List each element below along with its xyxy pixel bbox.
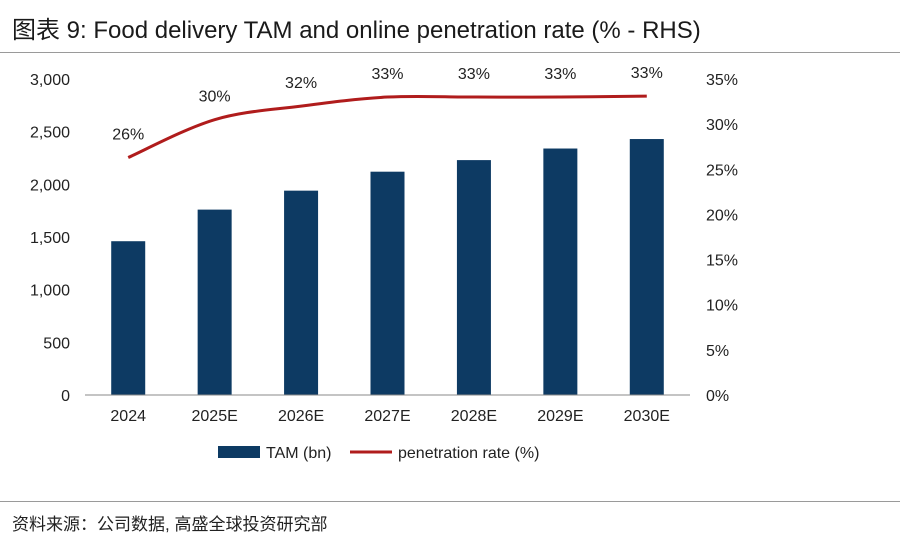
- right-tick-label: 35%: [706, 72, 738, 89]
- x-axis: 2024 2025E 2026E 2027E 2028E 2029E 2030E: [85, 394, 690, 425]
- penetration-data-label: 32%: [285, 75, 317, 92]
- left-tick-label: 1,500: [30, 230, 70, 247]
- tam-bar: [629, 139, 664, 395]
- penetration-data-label: 33%: [458, 66, 490, 83]
- x-tick-label: 2024: [110, 408, 146, 425]
- combo-chart: 0 500 1,000 1,500 2,000 2,500 3,000 0% 5% 10% 15%…: [30, 65, 738, 462]
- legend-swatch-tam: [218, 446, 260, 458]
- left-axis: 0 500 1,000 1,500 2,000 2,500 3,000: [30, 72, 70, 405]
- tam-bar: [111, 241, 146, 395]
- right-tick-label: 5%: [706, 343, 729, 360]
- chart-title: 图表 9: Food delivery TAM and online penet…: [12, 17, 701, 44]
- legend-label-penetration: penetration rate (%): [398, 445, 539, 462]
- source-divider: [0, 501, 900, 502]
- penetration-data-label: 33%: [631, 65, 663, 82]
- x-tick-label: 2028E: [451, 408, 497, 425]
- x-tick-label: 2027E: [364, 408, 410, 425]
- penetration-data-label: 33%: [371, 66, 403, 83]
- tam-bar: [370, 171, 405, 395]
- penetration-line: 26% 30% 32% 33% 33% 33% 33%: [112, 65, 663, 159]
- x-tick-label: 2026E: [278, 408, 324, 425]
- legend-label-tam: TAM (bn): [266, 445, 331, 462]
- left-tick-label: 500: [43, 335, 70, 352]
- right-axis: 0% 5% 10% 15% 20% 25% 30% 35%: [706, 72, 738, 405]
- x-tick-label: 2025E: [192, 408, 238, 425]
- right-tick-label: 10%: [706, 298, 738, 315]
- tam-bars: [111, 139, 664, 395]
- tam-bar: [197, 209, 232, 395]
- tam-bar: [456, 160, 491, 395]
- right-tick-label: 15%: [706, 253, 738, 270]
- source-note: 资料来源：公司数据, 高盛全球投资研究部: [12, 515, 328, 534]
- penetration-data-label: 26%: [112, 127, 144, 144]
- tam-bar: [543, 148, 578, 395]
- left-tick-label: 2,000: [30, 177, 70, 194]
- title-divider: [0, 52, 900, 53]
- penetration-data-label: 33%: [544, 66, 576, 83]
- tam-bar: [284, 190, 319, 395]
- legend: TAM (bn) penetration rate (%): [218, 445, 539, 462]
- right-tick-label: 0%: [706, 388, 729, 405]
- x-tick-label: 2029E: [537, 408, 583, 425]
- left-tick-label: 0: [61, 388, 70, 405]
- left-tick-label: 1,000: [30, 283, 70, 300]
- x-tick-label: 2030E: [624, 408, 670, 425]
- right-tick-label: 20%: [706, 207, 738, 224]
- right-tick-label: 30%: [706, 117, 738, 134]
- right-tick-label: 25%: [706, 162, 738, 179]
- left-tick-label: 3,000: [30, 72, 70, 89]
- left-tick-label: 2,500: [30, 125, 70, 142]
- penetration-line-path: [127, 94, 647, 159]
- penetration-data-label: 30%: [199, 89, 231, 106]
